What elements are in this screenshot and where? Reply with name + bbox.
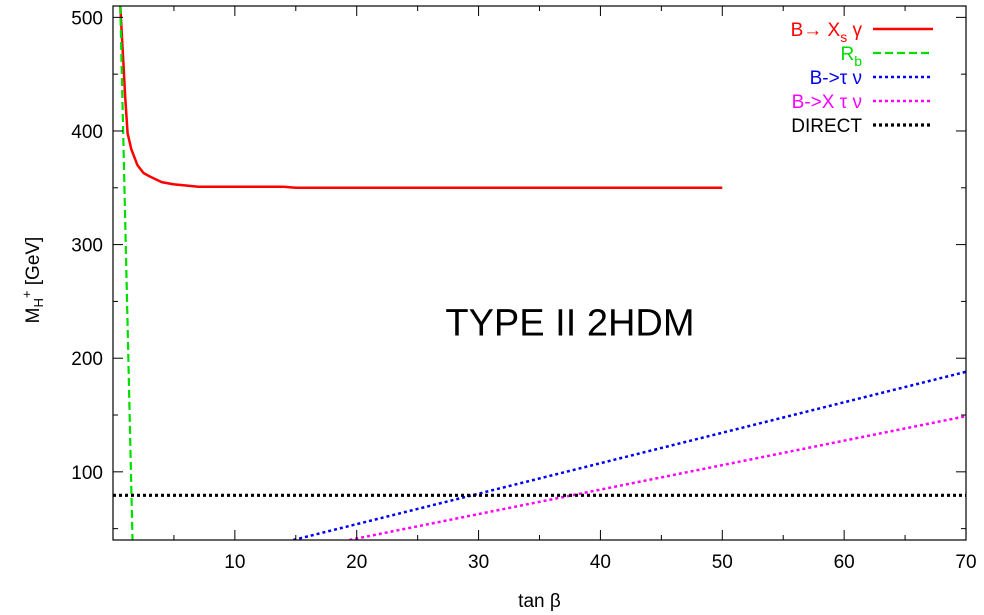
series-group xyxy=(113,6,966,540)
chart-annotation: TYPE II 2HDM xyxy=(445,302,694,344)
x-tick-label: 60 xyxy=(834,552,855,573)
y-tick-label: 300 xyxy=(71,236,103,257)
x-tick-label: 10 xyxy=(224,552,245,573)
series-line-4 xyxy=(349,414,966,540)
series-line-1 xyxy=(119,6,723,190)
y-axis-title-unit: [GeV] xyxy=(23,237,44,291)
y-tick-label: 500 xyxy=(71,8,103,29)
y-tick-label: 400 xyxy=(71,122,103,143)
x-axis-title-main: tan xyxy=(518,591,550,612)
legend-label-3: B->τ ν xyxy=(810,68,862,89)
y-axis-title-m: M xyxy=(23,308,44,324)
x-tick-label: 50 xyxy=(712,552,733,573)
x-tick-label: 40 xyxy=(590,552,611,573)
x-tick-label: 70 xyxy=(955,552,976,573)
y-axis-title-group: MH+ [GeV] xyxy=(19,237,46,324)
legend-label-2: Rb xyxy=(840,44,862,69)
y-axis-title-sub: H xyxy=(31,298,46,307)
legend-label-1: B→ Xs γ xyxy=(791,20,863,45)
series-line-2 xyxy=(119,6,134,540)
y-axis-title-sup: + xyxy=(19,291,34,299)
x-axis-title: tan β xyxy=(518,591,561,612)
x-tick-label: 20 xyxy=(346,552,367,573)
legend-label-4: B->X τ ν xyxy=(792,92,862,113)
y-axis-title: MH+ [GeV] xyxy=(19,237,46,324)
y-tick-label: 200 xyxy=(71,349,103,370)
y-tick-label: 100 xyxy=(71,463,103,484)
x-axis-title-greek: β xyxy=(550,591,561,612)
series-line-3 xyxy=(292,370,966,540)
legend-label-5: DIRECT xyxy=(791,116,862,137)
axis-ticks: 10 20 30 40 50 60 70 100 200 300 400 500 xyxy=(71,6,977,573)
x-tick-label: 30 xyxy=(468,552,489,573)
